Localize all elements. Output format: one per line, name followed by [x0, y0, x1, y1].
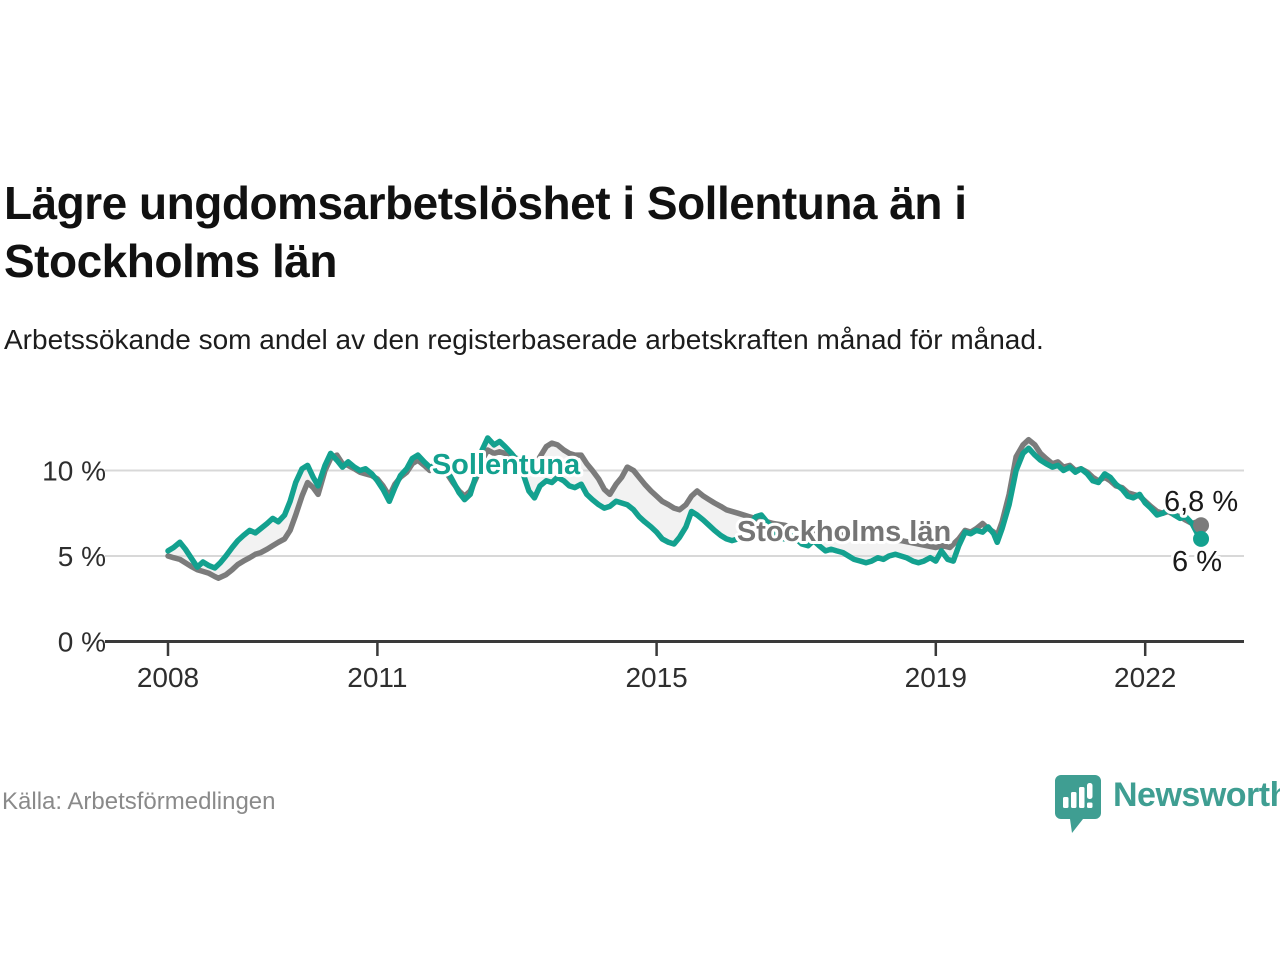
x-tick-label: 2011 — [347, 662, 407, 693]
y-tick-label: 0 % — [58, 627, 106, 658]
x-tick-label: 2022 — [1114, 662, 1176, 693]
y-tick-label: 5 % — [58, 541, 106, 572]
stockholm-line — [165, 436, 1204, 581]
y-tick-label: 10 % — [42, 456, 106, 487]
chart-subtitle: Arbetssökande som andel av den registerb… — [4, 324, 1044, 355]
x-tick-label: 2019 — [905, 662, 967, 693]
stockholm-end-dot — [1193, 517, 1210, 534]
newsworthy-bubble-icon — [1055, 775, 1101, 833]
sollentuna-series-label: Sollentuna — [432, 449, 581, 481]
brand-wordmark: Newsworthy — [1113, 776, 1280, 814]
stockholm-series-label: Stockholms län — [737, 516, 951, 548]
brand-logo: Newsworthy — [1053, 773, 1280, 835]
x-tick-label: 2008 — [137, 662, 199, 693]
source-note: Källa: Arbetsförmedlingen — [2, 788, 276, 815]
sollentuna-line — [165, 435, 1204, 571]
sollentuna-end-dot — [1193, 530, 1210, 547]
page-title: Lägre ungdomsarbetslöshet i Sollentuna ä… — [4, 176, 967, 287]
x-tick-label: 2015 — [625, 662, 687, 693]
sollentuna-end-value: 6 % — [1172, 546, 1222, 578]
stockholm-end-value: 6,8 % — [1164, 486, 1238, 518]
